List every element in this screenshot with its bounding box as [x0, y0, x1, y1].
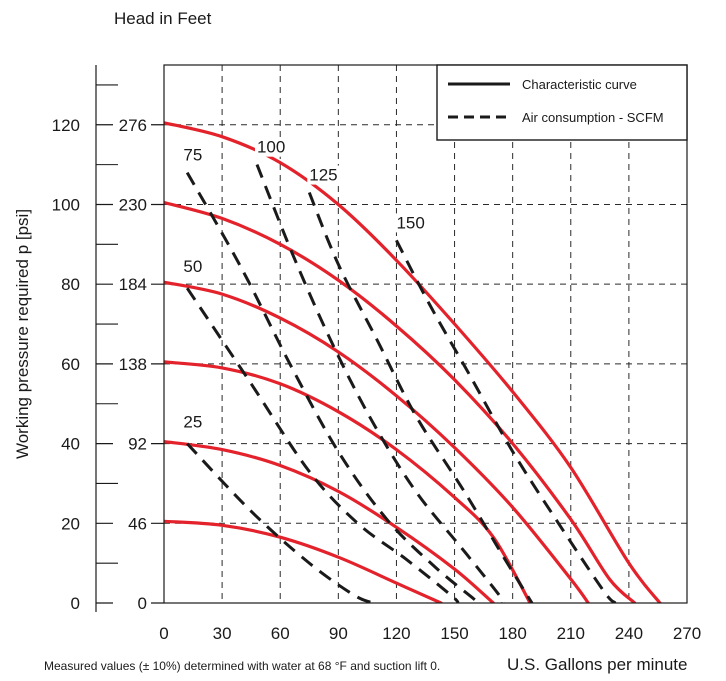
air-consumption-label: 75	[183, 146, 202, 165]
psi-tick-label: 0	[71, 594, 80, 613]
psi-tick-label: 100	[52, 195, 80, 214]
head-tick-label: 276	[119, 116, 147, 135]
characteristic-curves	[164, 121, 662, 603]
head-tick-label: 138	[119, 355, 147, 374]
air-label-bg	[307, 165, 342, 185]
head-axis-title: Head in Feet	[114, 9, 212, 28]
air-consumption-label: 125	[309, 166, 337, 185]
legend-label-characteristic: Characteristic curve	[522, 77, 637, 92]
air-label-bg	[254, 137, 289, 157]
x-tick-label: 240	[615, 624, 643, 643]
plot-frame	[163, 64, 688, 604]
air-consumption-curve	[185, 171, 480, 603]
legend-box	[436, 64, 688, 141]
x-axis-title: U.S. Gallons per minute	[507, 655, 687, 674]
head-tick-bg	[113, 352, 151, 375]
psi-tick-label: 20	[61, 514, 80, 533]
characteristic-curve	[164, 440, 495, 603]
air-consumption-curves	[185, 164, 617, 603]
air-label-bg	[181, 412, 206, 432]
air-consumption-curve	[395, 239, 617, 603]
x-tick-label: 60	[271, 624, 290, 643]
psi-tick-label: 80	[61, 275, 80, 294]
head-tick-bg	[113, 193, 151, 216]
x-tick-label: 180	[498, 624, 526, 643]
y-axis-title: Working pressure required p [psi]	[13, 209, 32, 459]
x-tick-label: 210	[557, 624, 585, 643]
head-tick-bg	[113, 273, 151, 296]
air-consumption-label: 150	[396, 213, 424, 232]
x-tick-label: 30	[213, 624, 232, 643]
psi-tick-label: 40	[61, 435, 80, 454]
axis-ticks: 0 30 60 90 120 150 180 210 240 270 0 20 40 60 80 100 120…	[52, 65, 701, 643]
head-tick-bg	[113, 432, 151, 455]
air-consumption-curve	[307, 191, 534, 603]
head-tick-label: 92	[128, 435, 147, 454]
head-tick-label: 0	[138, 594, 147, 613]
air-consumption-curve	[255, 164, 505, 603]
head-tick-label: 184	[119, 275, 147, 294]
footnote: Measured values (± 10%) determined with …	[44, 659, 440, 673]
x-tick-label: 0	[159, 624, 168, 643]
x-tick-label: 90	[329, 624, 348, 643]
head-tick-bg	[113, 592, 151, 614]
characteristic-curve	[164, 519, 443, 603]
air-consumption-labels: 25 50 75 100 125 150	[181, 137, 429, 432]
psi-tick-label: 120	[52, 116, 80, 135]
head-tick-label: 230	[119, 195, 147, 214]
characteristic-curve	[164, 360, 532, 603]
x-tick-label: 270	[673, 624, 701, 643]
head-tick-label: 46	[128, 514, 147, 533]
air-consumption-label: 25	[183, 413, 202, 432]
x-tick-label: 120	[382, 624, 410, 643]
characteristic-curve	[164, 200, 637, 603]
air-label-bg	[181, 257, 206, 277]
air-consumption-label: 100	[257, 138, 285, 157]
head-tick-bg	[113, 113, 151, 136]
legend-label-air: Air consumption - SCFM	[522, 110, 664, 125]
characteristic-curve	[164, 280, 590, 603]
air-consumption-curve	[186, 442, 374, 603]
head-tick-bg	[113, 512, 151, 535]
air-label-bg	[394, 213, 429, 233]
air-consumption-label: 50	[183, 257, 202, 276]
psi-tick-label: 60	[61, 355, 80, 374]
air-consumption-curve	[185, 287, 460, 603]
air-label-bg	[181, 145, 206, 165]
x-tick-label: 150	[440, 624, 468, 643]
characteristic-curve	[164, 121, 662, 603]
legend: Characteristic curve Air consumption - S…	[436, 64, 688, 141]
